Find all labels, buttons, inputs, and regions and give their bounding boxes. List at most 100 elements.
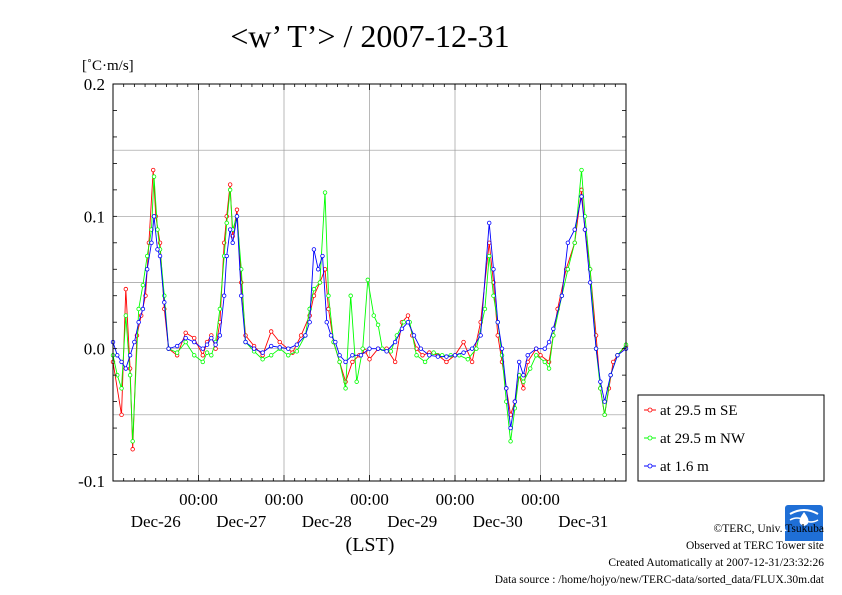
- data-point: [572, 227, 577, 232]
- terc-logo-icon: [785, 505, 823, 541]
- data-point: [411, 333, 417, 338]
- data-point: [538, 353, 543, 358]
- y-tick-label: -0.1: [78, 472, 105, 491]
- data-point: [277, 339, 282, 345]
- data-point: [565, 267, 571, 272]
- data-point: [150, 167, 156, 173]
- x-axis-unit-label: (LST): [346, 534, 395, 556]
- data-point: [192, 353, 197, 358]
- legend-swatch-marker: [647, 435, 653, 441]
- data-point: [528, 366, 533, 371]
- data-point: [444, 354, 449, 359]
- data-point: [174, 350, 180, 355]
- data-point: [343, 359, 348, 365]
- data-point: [217, 333, 223, 338]
- data-point: [157, 253, 163, 259]
- data-point: [277, 345, 282, 350]
- data-point: [521, 379, 526, 384]
- data-point: [367, 357, 372, 362]
- data-point: [399, 326, 405, 332]
- data-point: [525, 353, 530, 358]
- data-point: [221, 293, 227, 298]
- x-tick-time-label: 00:00: [350, 490, 389, 509]
- data-point: [251, 346, 257, 351]
- data-point: [508, 439, 513, 444]
- data-point: [119, 412, 124, 418]
- data-point: [482, 306, 488, 312]
- data-point: [414, 353, 419, 358]
- data-point: [608, 372, 613, 378]
- data-point: [204, 342, 210, 347]
- x-day-label: Dec-27: [216, 512, 267, 531]
- data-point: [324, 320, 329, 325]
- y-tick-label: 0.1: [84, 207, 105, 226]
- data-point: [234, 214, 240, 219]
- data-point: [405, 313, 411, 318]
- data-point: [298, 333, 304, 338]
- data-point: [200, 353, 205, 358]
- data-point: [384, 349, 389, 354]
- data-point: [144, 253, 150, 259]
- data-point: [217, 306, 223, 312]
- data-point: [115, 353, 120, 358]
- data-point: [534, 353, 539, 358]
- data-point: [452, 353, 458, 358]
- data-point: [155, 227, 160, 232]
- data-point: [204, 350, 210, 355]
- data-point: [130, 439, 135, 444]
- data-point: [392, 359, 398, 365]
- data-point: [392, 339, 398, 345]
- data-point: [551, 333, 556, 338]
- x-day-label: Dec-31: [558, 512, 608, 531]
- data-point: [311, 247, 317, 252]
- data-point: [565, 240, 571, 245]
- data-point: [307, 306, 312, 312]
- legend-box: [637, 394, 825, 482]
- data-point: [162, 300, 167, 305]
- data-point: [461, 339, 466, 345]
- data-point: [224, 214, 229, 219]
- data-point: [268, 343, 274, 349]
- data-point: [239, 293, 244, 298]
- data-point: [224, 220, 229, 226]
- data-point: [598, 379, 603, 384]
- data-point: [326, 293, 331, 298]
- y-axis-unit-label: [˚C·m/s]: [82, 58, 134, 74]
- data-point: [615, 353, 620, 358]
- data-point: [427, 353, 432, 358]
- data-point: [388, 349, 394, 354]
- data-point: [192, 339, 197, 345]
- data-point: [127, 372, 133, 378]
- data-point: [371, 313, 376, 318]
- data-point: [508, 425, 513, 431]
- footer-created: Created Automatically at 2007-12-31/23:3…: [608, 557, 824, 569]
- legend-label: at 1.6 m: [660, 459, 709, 475]
- data-point: [119, 359, 124, 365]
- data-point: [499, 346, 505, 351]
- data-point: [227, 227, 233, 232]
- grid-layer: [113, 83, 626, 482]
- data-point: [294, 342, 300, 347]
- data-point: [474, 346, 479, 351]
- data-point: [546, 366, 552, 371]
- data-point: [149, 240, 154, 245]
- data-point: [132, 339, 137, 345]
- data-point: [200, 359, 205, 365]
- data-point: [365, 277, 370, 283]
- series-2: [110, 194, 629, 431]
- x-tick-time-label: 00:00: [265, 490, 304, 509]
- data-point: [151, 174, 157, 179]
- data-point: [521, 386, 526, 391]
- data-point: [123, 286, 129, 292]
- data-point: [268, 329, 274, 334]
- legend-label: at 29.5 m NW: [660, 431, 746, 447]
- data-point: [123, 313, 129, 318]
- legend: at 29.5 m SE at 29.5 m NW at 1.6 m: [637, 394, 825, 482]
- x-day-label: Dec-29: [387, 512, 437, 531]
- x-day-label: Dec-30: [473, 512, 523, 531]
- data-point: [348, 293, 353, 298]
- data-point: [579, 194, 584, 199]
- data-point: [320, 253, 325, 259]
- data-point: [317, 280, 323, 285]
- data-point: [350, 353, 355, 358]
